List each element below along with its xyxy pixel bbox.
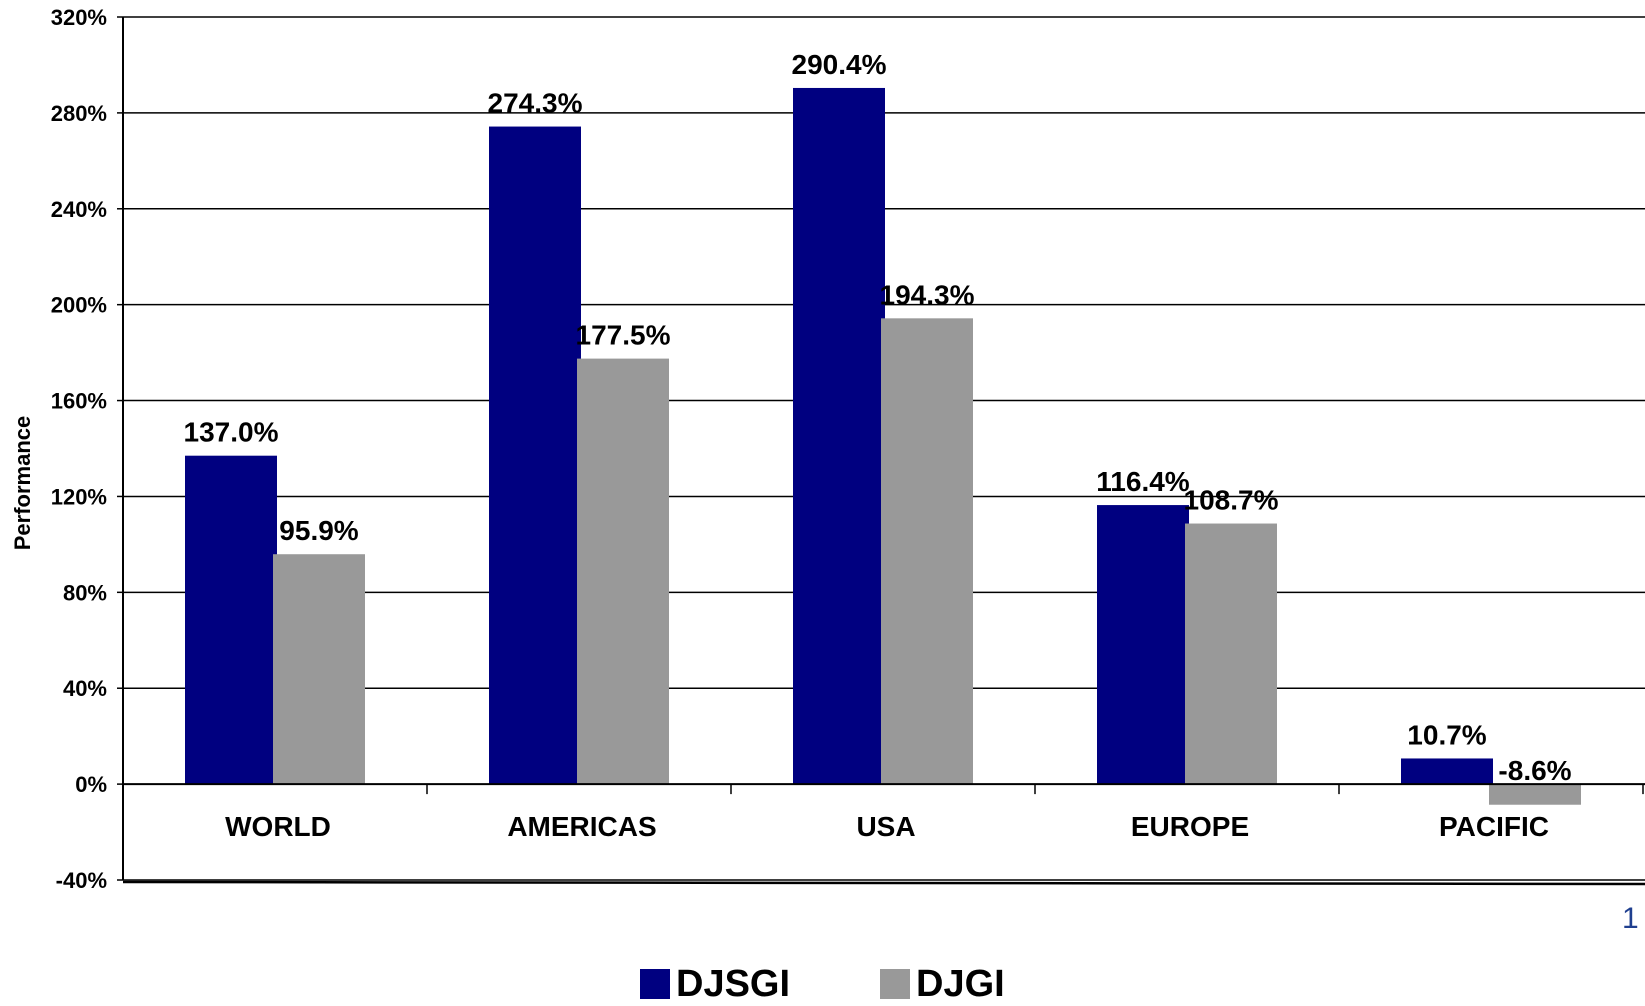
y-tick-label: 320%: [51, 5, 107, 30]
bars: [185, 87, 1581, 805]
y-tick-label: 120%: [51, 484, 107, 509]
bar-djgi-europe: [1185, 523, 1277, 785]
legend-item-djgi: DJGI: [880, 963, 1005, 1006]
data-label: 194.3%: [880, 279, 975, 310]
legend-item-djsgi: DJSGI: [640, 963, 790, 1006]
y-tick-label: 80%: [63, 580, 107, 605]
bar-djsgi-europe: [1097, 505, 1189, 785]
data-label: 10.7%: [1407, 719, 1486, 750]
bar-djgi-world: [273, 554, 365, 785]
bar-djsgi-americas: [489, 126, 581, 785]
data-label: 290.4%: [792, 49, 887, 80]
category-label: WORLD: [225, 811, 331, 842]
data-label: 116.4%: [1096, 466, 1190, 497]
y-tick-label: -40%: [56, 868, 107, 893]
bar-djgi-pacific: [1489, 784, 1581, 805]
axes: -40% 0% 40% 80% 120% 160% 200% 240% 280% 320%: [51, 5, 1645, 893]
data-label: 137.0%: [184, 417, 279, 448]
bar-djgi-usa: [881, 318, 973, 785]
y-axis-title: Performance: [10, 416, 35, 551]
plot-bottom-border: [122, 880, 1645, 886]
data-label: -8.6%: [1498, 755, 1571, 786]
bar-djsgi-world: [185, 455, 277, 785]
category-label: USA: [856, 811, 915, 842]
y-tick-label: 160%: [51, 389, 107, 414]
data-label: 95.9%: [279, 515, 358, 546]
y-tick-label: 240%: [51, 197, 107, 222]
y-tick-label: 0%: [75, 772, 107, 797]
labels: WORLD AMERICAS USA EUROPE PACIFIC 137.0% 274.3…: [184, 49, 1572, 842]
category-label: PACIFIC: [1439, 811, 1549, 842]
legend: DJSGI DJGI: [640, 962, 1095, 1006]
bar-djsgi-pacific: [1401, 758, 1493, 785]
legend-label-djgi: DJGI: [916, 962, 1005, 1005]
data-label: 177.5%: [576, 320, 671, 351]
category-label: EUROPE: [1131, 811, 1249, 842]
y-tick-label: 200%: [51, 293, 107, 318]
y-tick-label: 40%: [63, 676, 107, 701]
category-label: AMERICAS: [507, 811, 656, 842]
bar-djgi-americas: [577, 358, 669, 785]
data-label: 108.7%: [1184, 485, 1279, 516]
y-tick-label: 280%: [51, 101, 107, 126]
page-number: 1: [1622, 902, 1639, 935]
legend-swatch-djsgi: [640, 969, 670, 999]
legend-swatch-djgi: [880, 969, 911, 999]
data-label: 274.3%: [488, 88, 583, 119]
bar-djsgi-usa: [793, 87, 885, 785]
legend-label-djsgi: DJSGI: [676, 962, 791, 1005]
